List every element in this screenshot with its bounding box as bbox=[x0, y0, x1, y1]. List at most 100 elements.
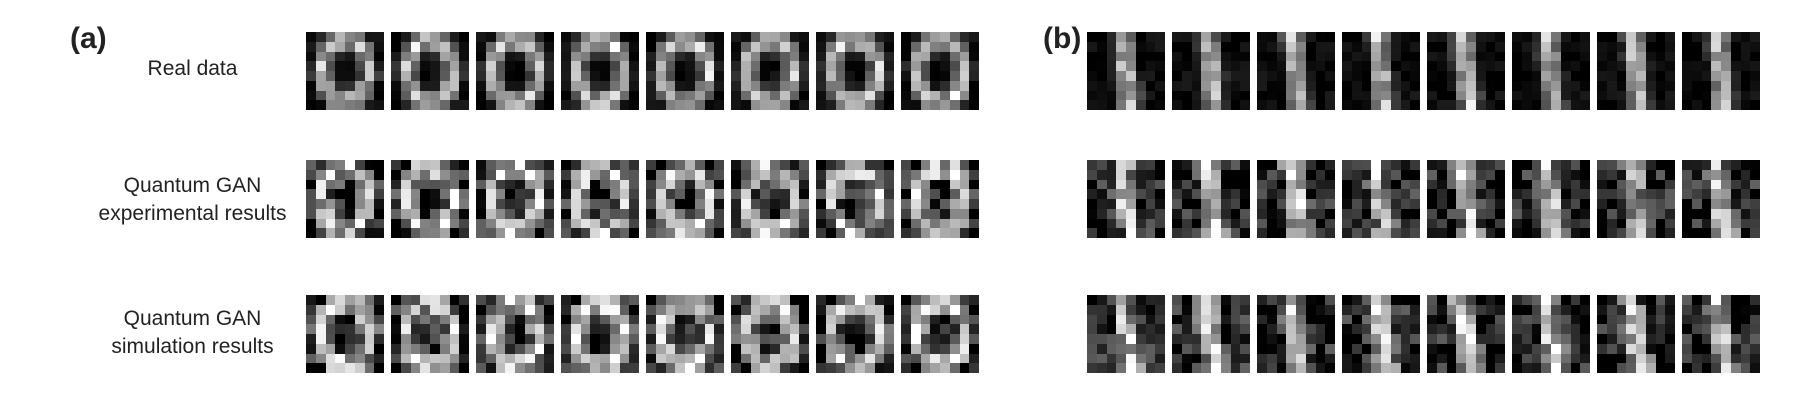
pixel bbox=[364, 334, 375, 344]
pixel bbox=[1616, 169, 1627, 180]
pixel bbox=[940, 32, 950, 42]
pixel bbox=[1580, 295, 1590, 305]
pixel bbox=[1446, 189, 1457, 199]
pixel bbox=[1211, 189, 1221, 199]
pixel bbox=[825, 71, 836, 81]
pixel bbox=[1390, 100, 1401, 110]
pixel bbox=[1286, 100, 1296, 110]
pixel bbox=[760, 334, 770, 344]
pixel bbox=[1172, 324, 1182, 334]
pixel bbox=[949, 314, 960, 325]
pixel bbox=[430, 100, 440, 110]
pixel bbox=[505, 199, 515, 209]
pixel bbox=[391, 41, 401, 52]
pixel bbox=[646, 41, 656, 52]
pixel bbox=[655, 71, 666, 81]
pixel bbox=[1400, 51, 1411, 62]
pixel bbox=[524, 169, 535, 180]
pixel bbox=[646, 189, 656, 199]
pixel bbox=[430, 61, 440, 71]
pixel bbox=[864, 295, 875, 305]
pixel bbox=[884, 61, 894, 71]
pixel bbox=[760, 199, 770, 209]
pixel bbox=[1655, 160, 1666, 170]
pixel bbox=[1580, 179, 1590, 190]
pixel bbox=[1181, 343, 1192, 354]
pixel bbox=[1155, 179, 1165, 190]
pixel bbox=[1446, 334, 1457, 344]
pixel bbox=[1655, 80, 1666, 91]
pixel bbox=[590, 218, 600, 229]
pixel bbox=[524, 199, 535, 209]
pixel bbox=[685, 160, 695, 170]
pixel bbox=[731, 41, 741, 52]
pixel bbox=[391, 295, 401, 305]
pixel bbox=[1211, 208, 1221, 219]
pixel bbox=[609, 160, 620, 170]
pixel bbox=[1181, 314, 1192, 325]
pixel bbox=[1597, 208, 1607, 219]
pixel bbox=[675, 343, 685, 354]
pixel bbox=[760, 218, 770, 229]
pixel bbox=[940, 51, 950, 62]
pixel bbox=[1201, 353, 1211, 364]
pixel bbox=[910, 32, 921, 42]
pixel bbox=[1240, 51, 1250, 62]
pixel bbox=[1172, 41, 1182, 52]
pixel bbox=[515, 295, 525, 305]
pixel bbox=[694, 324, 705, 334]
pixel bbox=[400, 334, 411, 344]
pixel bbox=[1682, 334, 1692, 344]
pixel bbox=[1116, 363, 1126, 373]
pixel bbox=[335, 304, 345, 315]
pixel bbox=[1597, 160, 1607, 170]
pixel bbox=[1400, 324, 1411, 334]
pixel bbox=[1342, 334, 1352, 344]
pixel bbox=[884, 189, 894, 199]
pixel bbox=[609, 61, 620, 71]
pixel bbox=[1191, 343, 1202, 354]
pixel bbox=[1495, 228, 1505, 238]
pixel bbox=[1087, 343, 1097, 354]
pixel bbox=[600, 295, 610, 305]
pixel bbox=[694, 71, 705, 81]
row-label-line1: Quantum GAN bbox=[123, 307, 262, 330]
pixel bbox=[1485, 208, 1496, 219]
pixel bbox=[1135, 61, 1146, 71]
pixel bbox=[1305, 51, 1316, 62]
pixel bbox=[1427, 199, 1437, 209]
pixel bbox=[1665, 228, 1675, 238]
pixel bbox=[1342, 208, 1352, 219]
pixel bbox=[629, 199, 639, 209]
pixel bbox=[1597, 51, 1607, 62]
pixel bbox=[1512, 363, 1522, 373]
pixel bbox=[655, 100, 666, 110]
pixel bbox=[1191, 51, 1202, 62]
pixel bbox=[1220, 51, 1231, 62]
pixel bbox=[1446, 169, 1457, 180]
pixel bbox=[1551, 80, 1561, 91]
pixel bbox=[1342, 51, 1352, 62]
pixel bbox=[799, 199, 809, 209]
pixel bbox=[354, 189, 365, 199]
pixel bbox=[1541, 160, 1551, 170]
pixel bbox=[1446, 228, 1457, 238]
pixel bbox=[675, 179, 685, 190]
pixel bbox=[884, 32, 894, 42]
pixel bbox=[1257, 324, 1267, 334]
pixel bbox=[544, 189, 554, 199]
pixel bbox=[731, 218, 741, 229]
pixel bbox=[600, 324, 610, 334]
pixel bbox=[1701, 363, 1712, 373]
pixel bbox=[1276, 41, 1287, 52]
pixel bbox=[1597, 343, 1607, 354]
pixel bbox=[816, 334, 826, 344]
pixel bbox=[1230, 160, 1241, 170]
pixel bbox=[600, 304, 610, 315]
pixel bbox=[1371, 228, 1381, 238]
pixel bbox=[1286, 80, 1296, 91]
pixel bbox=[959, 179, 970, 190]
pixel bbox=[1410, 179, 1420, 190]
pixel bbox=[1145, 228, 1156, 238]
pixel bbox=[694, 80, 705, 91]
